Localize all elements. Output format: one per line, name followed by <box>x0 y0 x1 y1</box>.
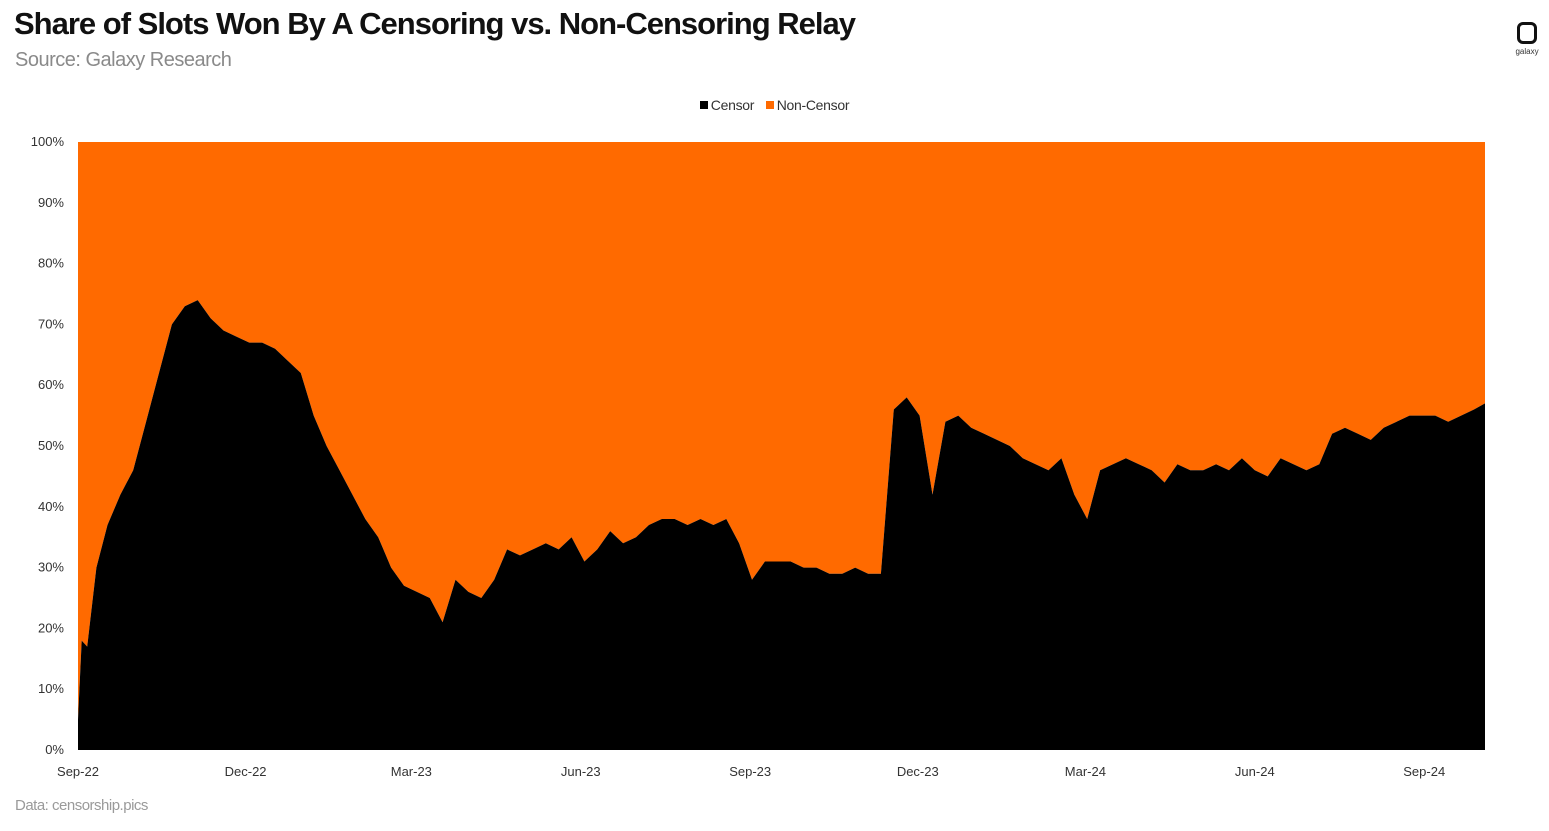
y-tick-label: 100% <box>31 134 65 149</box>
y-tick-label: 30% <box>38 560 64 575</box>
legend-label-censor: Censor <box>710 97 755 113</box>
y-tick-label: 80% <box>38 256 64 271</box>
y-tick-label: 0% <box>45 742 64 757</box>
legend-swatch-censor <box>699 101 708 110</box>
legend-swatch-non-censor <box>765 101 774 110</box>
chart-title: Share of Slots Won By A Censoring vs. No… <box>14 6 856 41</box>
data-source-note: Data: censorship.pics <box>15 797 148 814</box>
legend-item-censor[interactable]: Censor <box>699 97 755 113</box>
x-tick-label: Mar-23 <box>391 764 432 779</box>
y-tick-label: 50% <box>38 438 64 453</box>
y-tick-label: 20% <box>38 620 64 635</box>
series-area-non-censor <box>78 142 1485 720</box>
plot-area <box>78 142 1485 750</box>
legend-item-non-censor[interactable]: Non-Censor <box>765 97 850 113</box>
y-tick-label: 10% <box>38 681 64 696</box>
x-tick-label: Sep-24 <box>1403 764 1445 779</box>
logo-text: galaxy <box>1515 47 1539 56</box>
legend-label-non-censor: Non-Censor <box>776 97 850 113</box>
chart-subtitle: Source: Galaxy Research <box>15 49 232 71</box>
chart-legend: Censor Non-Censor <box>0 97 1549 113</box>
y-tick-label: 70% <box>38 316 64 331</box>
x-tick-label: Dec-23 <box>897 764 939 779</box>
y-tick-label: 90% <box>38 195 64 210</box>
x-axis: Sep-22 Dec-22 Mar-23 Jun-23 Sep-23 Dec-23 Mar-… <box>57 764 1445 779</box>
y-tick-label: 60% <box>38 377 64 392</box>
x-tick-label: Jun-24 <box>1235 764 1275 779</box>
y-axis: 0% 10% 20% 30% 40% 50% 60% 70% 80% 90% 100% <box>31 134 65 757</box>
y-tick-label: 40% <box>38 499 64 514</box>
galaxy-logo: galaxy <box>1506 22 1548 56</box>
x-tick-label: Sep-22 <box>57 764 99 779</box>
x-tick-label: Dec-22 <box>225 764 267 779</box>
series-area-censor <box>78 300 1485 750</box>
galaxy-logo-icon <box>1517 22 1537 44</box>
x-tick-label: Mar-24 <box>1065 764 1106 779</box>
x-tick-label: Sep-23 <box>729 764 771 779</box>
x-tick-label: Jun-23 <box>561 764 601 779</box>
